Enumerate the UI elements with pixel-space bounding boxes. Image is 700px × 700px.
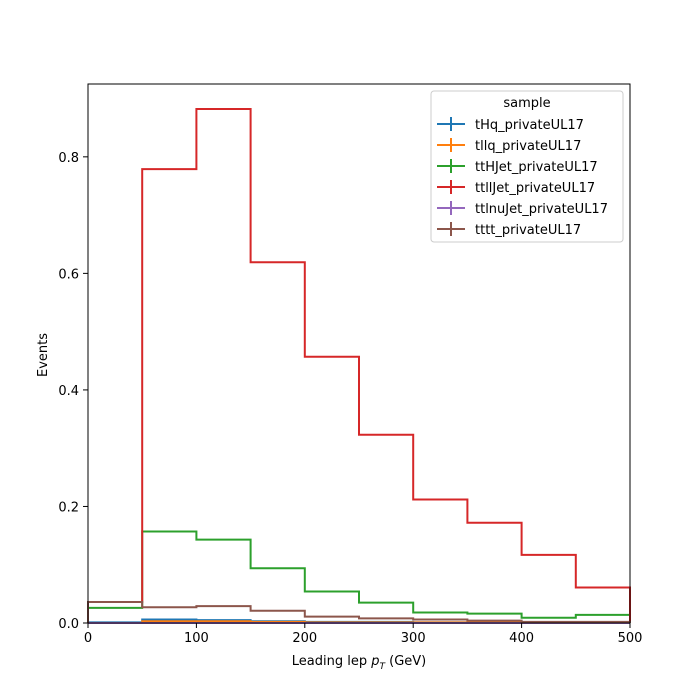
- y-tick-label: 0.2: [58, 500, 79, 515]
- x-label-symbol: p: [370, 654, 379, 669]
- y-axis-label: Events: [36, 333, 51, 377]
- y-tick-label: 0.4: [58, 384, 79, 399]
- legend-entry-label: ttHJet_privateUL17: [475, 160, 598, 175]
- x-tick-label: 300: [401, 631, 426, 646]
- y-tick-label: 0.6: [58, 267, 79, 282]
- x-label-main: Leading lep: [292, 654, 371, 669]
- axes-frame: [87, 83, 631, 624]
- legend: sample tHq_privateUL17 tllq_privateUL17 ttH…: [430, 90, 624, 243]
- legend-entry-label: tHq_privateUL17: [475, 118, 584, 133]
- legend-entry-label: ttlnuJet_privateUL17: [475, 202, 608, 217]
- x-axis-label: Leading lep pT (GeV): [292, 654, 426, 672]
- plot-area: [87, 83, 631, 624]
- legend-title: sample: [503, 96, 550, 111]
- x-axis: 0 100 200 300 400 500: [84, 623, 643, 646]
- y-tick-label: 0.8: [58, 151, 79, 166]
- x-label-subscript: T: [379, 662, 386, 672]
- y-axis: 0.0 0.2 0.4 0.6 0.8: [58, 151, 88, 632]
- x-tick-label: 500: [618, 631, 643, 646]
- legend-box: [430, 90, 624, 243]
- x-tick-label: 200: [292, 631, 317, 646]
- series-line-ttllJet_privateUL17: [87, 108, 631, 623]
- series-line-tttt_privateUL17: [87, 601, 631, 623]
- x-tick-label: 400: [509, 631, 534, 646]
- x-tick-label: 100: [184, 631, 209, 646]
- legend-entry-label: tllq_privateUL17: [475, 139, 581, 154]
- y-tick-label: 0.0: [58, 617, 79, 632]
- x-label-unit: (GeV): [385, 654, 426, 669]
- legend-entry-label: tttt_privateUL17: [475, 223, 581, 238]
- x-tick-label: 0: [84, 631, 92, 646]
- series-line-ttHJet_privateUL17: [87, 530, 631, 623]
- legend-entry-label: ttllJet_privateUL17: [475, 181, 595, 196]
